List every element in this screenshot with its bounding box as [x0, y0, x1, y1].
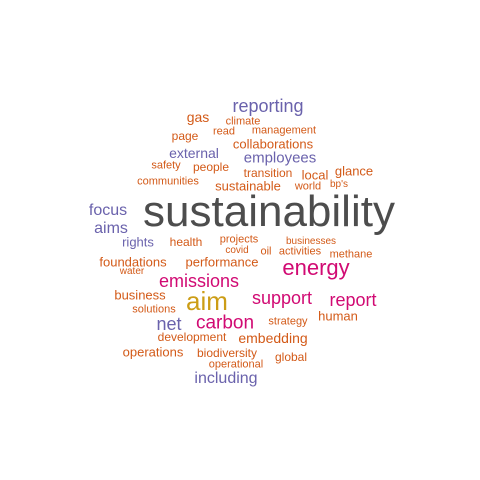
word-communities: communities: [137, 175, 199, 188]
word-collaborations: collaborations: [232, 136, 314, 152]
word-support: support: [251, 288, 313, 308]
word-operational: operational: [208, 358, 264, 371]
word-human: human: [318, 308, 358, 324]
word-reporting: reporting: [232, 96, 304, 116]
word-development: development: [157, 330, 227, 344]
word-bps: bp's: [329, 179, 349, 190]
word-embedding: embedding: [238, 330, 308, 346]
word-carbon: carbon: [195, 312, 255, 334]
word-solutions: solutions: [132, 303, 176, 316]
word-employees: employees: [243, 149, 317, 167]
word-biodiversity: biodiversity: [196, 346, 258, 360]
word-climate: climate: [225, 115, 261, 128]
word-emissions: emissions: [158, 271, 240, 291]
word-projects: projects: [219, 233, 259, 246]
word-covid: covid: [225, 245, 249, 256]
word-business: business: [114, 287, 166, 303]
word-focus: focus: [88, 202, 128, 219]
word-businesses: businesses: [285, 236, 337, 247]
word-transition: transition: [243, 166, 293, 180]
word-health: health: [169, 235, 203, 249]
word-net: net: [156, 314, 182, 334]
word-methane: methane: [329, 248, 373, 261]
word-foundations: foundations: [99, 254, 167, 270]
word-performance: performance: [185, 254, 259, 270]
word-aim: aim: [186, 286, 228, 316]
word-gas: gas: [186, 109, 210, 125]
word-read: read: [212, 125, 236, 138]
word-operations: operations: [122, 344, 184, 360]
word-safety: safety: [151, 159, 181, 172]
word-strategy: strategy: [268, 315, 308, 328]
word-aims: aims: [94, 220, 128, 237]
word-external: external: [169, 145, 219, 161]
word-sustainable: sustainable: [215, 178, 281, 194]
word-activities: activities: [278, 245, 322, 258]
word-energy: energy: [282, 255, 350, 280]
word-sustainability: sustainability: [143, 187, 395, 236]
word-people: people: [192, 160, 230, 174]
word-global: global: [274, 350, 308, 364]
word-glance: glance: [334, 163, 374, 179]
word-oil: oil: [260, 245, 272, 258]
word-management: management: [251, 124, 317, 137]
word-rights: rights: [122, 234, 154, 250]
word-local: local: [301, 167, 329, 183]
word-water: water: [119, 266, 145, 277]
word-including: including: [194, 370, 258, 387]
word-page: page: [171, 129, 199, 143]
word-report: report: [329, 290, 377, 310]
word-world: world: [294, 180, 322, 193]
